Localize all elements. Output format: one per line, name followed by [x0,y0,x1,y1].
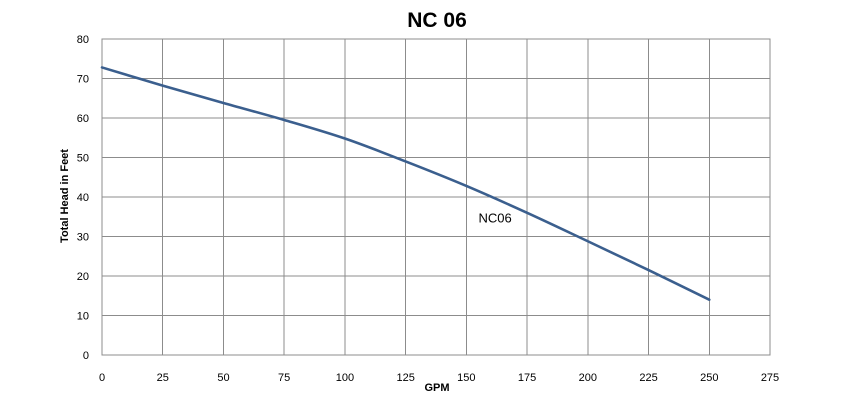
gridlines [101,38,771,356]
chart-title: NC 06 [407,9,467,32]
x-tick-label: 150 [457,372,475,384]
y-tick-label: 10 [77,311,89,323]
x-tick-label: 175 [518,372,536,384]
x-tick-label: 250 [700,372,718,384]
y-axis-ticks: 0 10 20 30 40 50 60 70 80 [77,34,89,362]
x-tick-label: 200 [579,372,597,384]
x-tick-label: 275 [761,372,779,384]
series-label: NC06 [479,211,512,226]
x-tick-label: 100 [336,372,354,384]
y-tick-label: 70 [77,74,89,86]
series-layer: NC06 [100,66,711,301]
y-tick-label: 20 [77,271,89,283]
plot-area [101,38,771,356]
x-axis-ticks: 0 25 50 75 100 125 150 175 200 225 250 275 [99,372,779,384]
x-axis-label: GPM [424,382,449,394]
x-tick-label: 75 [278,372,290,384]
y-tick-label: 80 [77,34,89,46]
x-tick-label: 0 [99,372,105,384]
x-tick-label: 225 [639,372,657,384]
x-tick-label: 125 [396,372,414,384]
y-tick-label: 40 [77,192,89,204]
series-line-nc06 [100,66,711,301]
y-tick-label: 0 [83,350,89,362]
y-tick-label: 50 [77,153,89,165]
x-tick-label: 50 [217,372,229,384]
y-tick-label: 30 [77,232,89,244]
y-tick-label: 60 [77,113,89,125]
y-axis-label: Total Head in Feet [59,149,71,243]
x-tick-label: 25 [157,372,169,384]
